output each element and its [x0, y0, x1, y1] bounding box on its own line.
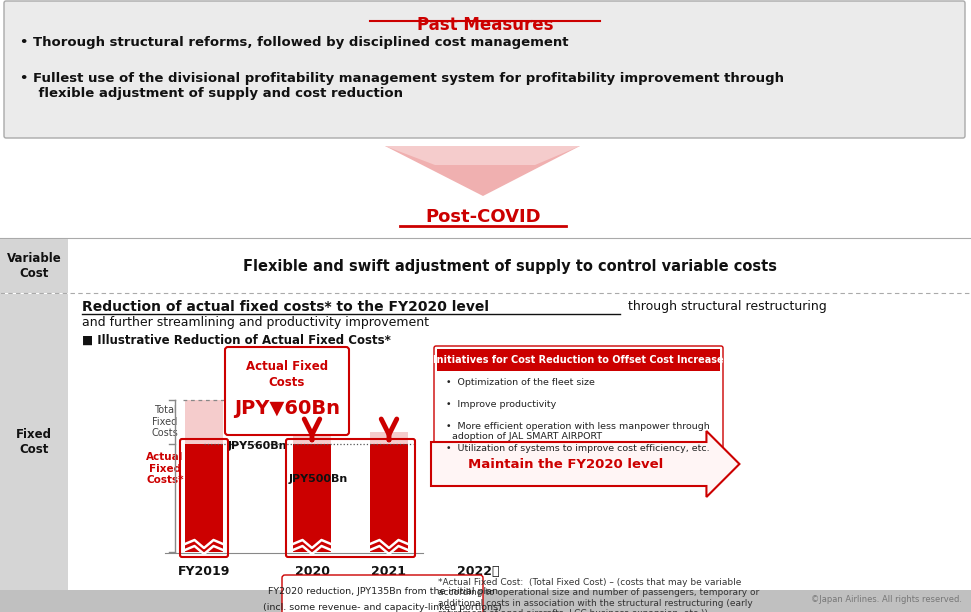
Text: Post-COVID: Post-COVID — [425, 208, 541, 226]
Text: Costs: Costs — [269, 376, 305, 389]
Bar — [0, 239, 68, 293]
Text: •  Utilization of systems to improve cost efficiency, etc.: • Utilization of systems to improve cost… — [446, 444, 710, 453]
Text: •  Improve productivity: • Improve productivity — [446, 400, 556, 409]
Bar — [0, 294, 68, 590]
Bar — [185, 400, 223, 552]
Text: FY2020 reduction, JPY135Bn from the initial plan: FY2020 reduction, JPY135Bn from the init… — [267, 588, 497, 597]
Text: • Fullest use of the divisional profitability management system for profitabilit: • Fullest use of the divisional profitab… — [20, 72, 784, 100]
FancyBboxPatch shape — [434, 346, 723, 468]
Bar — [437, 349, 720, 371]
Text: through structural restructuring: through structural restructuring — [624, 300, 826, 313]
Text: JPY▼60Bn: JPY▼60Bn — [234, 398, 340, 417]
Text: Maintain the FY2020 level: Maintain the FY2020 level — [468, 458, 663, 471]
Text: 2020: 2020 — [294, 565, 329, 578]
Text: and further streamlining and productivity improvement: and further streamlining and productivit… — [82, 316, 429, 329]
Text: ©Japan Airlines. All rights reserved.: ©Japan Airlines. All rights reserved. — [811, 595, 962, 604]
Text: FY2019: FY2019 — [178, 565, 230, 578]
Text: •  More efficient operation with less manpower through
  adoption of JAL SMART A: • More efficient operation with less man… — [446, 422, 710, 441]
Text: Flexible and swift adjustment of supply to control variable costs: Flexible and swift adjustment of supply … — [243, 258, 777, 274]
Bar — [293, 444, 331, 552]
Polygon shape — [385, 146, 580, 196]
FancyBboxPatch shape — [282, 575, 483, 612]
Text: •  Optimization of the fleet size: • Optimization of the fleet size — [446, 378, 595, 387]
Bar — [370, 444, 408, 552]
Text: Variable
Cost: Variable Cost — [7, 252, 61, 280]
Text: • Thorough structural reforms, followed by disciplined cost management: • Thorough structural reforms, followed … — [20, 36, 568, 49]
Text: Total
Fixed
Costs: Total Fixed Costs — [151, 405, 179, 438]
Text: Actual
Fixed
Costs*: Actual Fixed Costs* — [147, 452, 184, 485]
FancyBboxPatch shape — [225, 347, 349, 435]
Bar — [0, 590, 971, 612]
Text: *Actual Fixed Cost:  (Total Fixed Cost) – (costs that may be variable
according : *Actual Fixed Cost: (Total Fixed Cost) –… — [438, 578, 759, 612]
Text: 2021: 2021 — [372, 565, 407, 578]
Text: (incl. some revenue- and capacity-linked portions): (incl. some revenue- and capacity-linked… — [263, 602, 502, 611]
Text: JPY560Bn: JPY560Bn — [228, 441, 287, 451]
Text: Past Measures: Past Measures — [417, 16, 553, 34]
Bar — [293, 432, 331, 552]
Text: Fixed
Cost: Fixed Cost — [16, 428, 52, 456]
Text: 2022～: 2022～ — [456, 565, 499, 578]
FancyBboxPatch shape — [4, 1, 965, 138]
Polygon shape — [385, 146, 580, 165]
Text: ■ Illustrative Reduction of Actual Fixed Costs*: ■ Illustrative Reduction of Actual Fixed… — [82, 334, 391, 347]
Bar — [185, 444, 223, 552]
Text: Actual Fixed: Actual Fixed — [246, 359, 328, 373]
Text: Reduction of actual fixed costs* to the FY2020 level: Reduction of actual fixed costs* to the … — [82, 300, 489, 314]
Bar — [370, 432, 408, 552]
Text: Initiatives for Cost Reduction to Offset Cost Increase: Initiatives for Cost Reduction to Offset… — [433, 355, 723, 365]
Text: JPY500Bn: JPY500Bn — [289, 474, 349, 484]
FancyBboxPatch shape — [431, 431, 740, 497]
